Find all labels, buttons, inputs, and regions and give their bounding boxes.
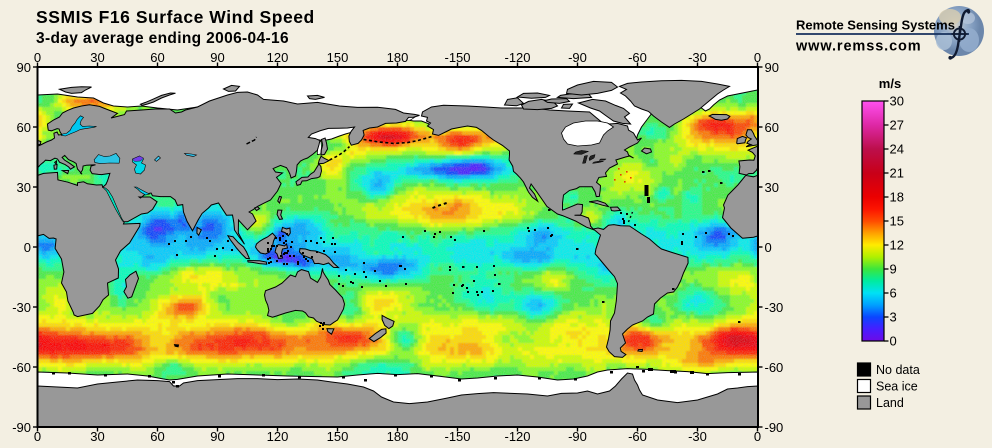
svg-text:SSMIS F16 Surface Wind Speed: SSMIS F16 Surface Wind Speed <box>36 7 315 27</box>
svg-text:3-day average ending 2006-04-1: 3-day average ending 2006-04-16 <box>36 30 289 47</box>
